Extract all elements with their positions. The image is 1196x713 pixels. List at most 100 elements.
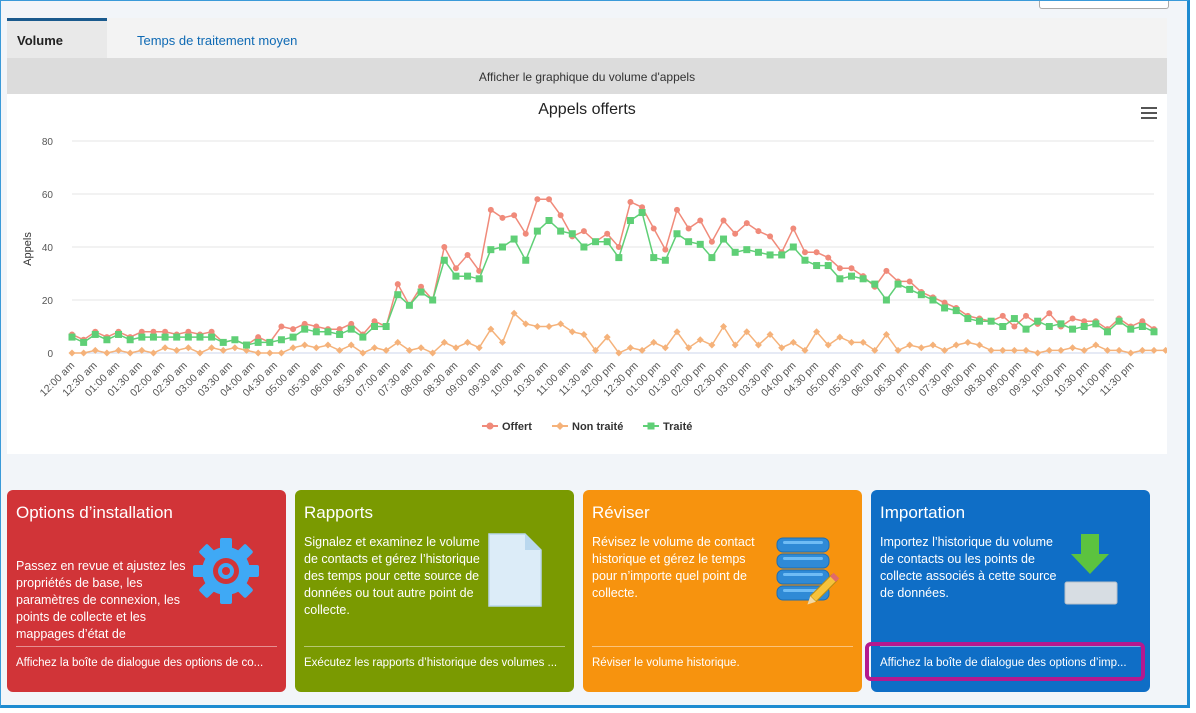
card-reports[interactable]: Rapports Signalez et examinez le volume … (295, 490, 574, 692)
data-point[interactable] (405, 346, 413, 354)
data-point[interactable] (708, 341, 716, 349)
data-point[interactable] (429, 349, 437, 357)
data-point[interactable] (1162, 346, 1167, 354)
data-point[interactable] (510, 235, 518, 243)
data-point[interactable] (347, 325, 355, 333)
data-point[interactable] (894, 280, 902, 288)
data-point[interactable] (1022, 346, 1030, 354)
data-point[interactable] (708, 254, 716, 262)
data-point[interactable] (987, 317, 995, 325)
data-point[interactable] (475, 344, 483, 352)
card-link[interactable]: Affichez la boîte de dialogue des option… (16, 657, 264, 669)
data-point[interactable] (255, 334, 262, 341)
data-point[interactable] (568, 328, 576, 336)
data-point[interactable] (359, 349, 367, 357)
data-point[interactable] (103, 349, 111, 357)
data-point[interactable] (999, 346, 1007, 354)
data-point[interactable] (545, 323, 553, 330)
data-point[interactable] (568, 230, 576, 238)
data-point[interactable] (301, 325, 309, 333)
card-link[interactable]: Affichez la boîte de dialogue des option… (880, 657, 1127, 669)
data-point[interactable] (498, 243, 506, 251)
data-point[interactable] (498, 338, 506, 346)
data-point[interactable] (394, 291, 402, 299)
data-point[interactable] (696, 240, 704, 248)
data-point[interactable] (161, 344, 169, 352)
data-point[interactable] (336, 326, 343, 333)
data-point[interactable] (1138, 323, 1146, 330)
data-point[interactable] (301, 320, 308, 327)
data-point[interactable] (91, 346, 99, 354)
data-point[interactable] (184, 344, 192, 352)
data-point[interactable] (767, 233, 774, 240)
data-point[interactable] (650, 225, 657, 232)
data-point[interactable] (522, 230, 529, 237)
data-point[interactable] (441, 244, 448, 250)
data-point[interactable] (813, 262, 821, 270)
data-point[interactable] (824, 262, 832, 270)
data-point[interactable] (370, 323, 378, 330)
data-point[interactable] (1115, 317, 1123, 325)
data-point[interactable] (685, 344, 693, 352)
legend-item[interactable]: Non traité (552, 421, 623, 433)
data-point[interactable] (417, 288, 425, 296)
data-point[interactable] (290, 326, 297, 333)
data-point[interactable] (522, 256, 530, 264)
data-point[interactable] (743, 220, 750, 227)
data-point[interactable] (324, 328, 332, 336)
data-point[interactable] (545, 217, 553, 224)
data-point[interactable] (732, 230, 739, 237)
data-point[interactable] (975, 341, 983, 349)
data-point[interactable] (673, 230, 681, 238)
data-point[interactable] (1080, 323, 1088, 330)
data-point[interactable] (929, 341, 937, 349)
data-point[interactable] (685, 225, 692, 232)
data-point[interactable] (789, 338, 797, 346)
data-point[interactable] (580, 243, 588, 251)
data-point[interactable] (475, 275, 483, 283)
data-point[interactable] (149, 333, 157, 341)
data-point[interactable] (370, 344, 378, 352)
data-point[interactable] (720, 323, 728, 330)
data-point[interactable] (1045, 346, 1053, 354)
data-point[interactable] (348, 320, 355, 327)
data-point[interactable] (126, 349, 134, 357)
data-point[interactable] (149, 349, 157, 357)
data-point[interactable] (801, 249, 808, 256)
data-point[interactable] (243, 341, 251, 349)
data-point[interactable] (1069, 325, 1077, 333)
data-point[interactable] (906, 278, 913, 285)
data-point[interactable] (359, 333, 367, 341)
data-point[interactable] (639, 204, 646, 211)
data-point[interactable] (987, 346, 995, 354)
data-point[interactable] (417, 344, 425, 352)
data-point[interactable] (219, 346, 227, 354)
data-point[interactable] (1080, 346, 1088, 354)
data-point[interactable] (277, 336, 285, 344)
data-point[interactable] (696, 336, 704, 344)
data-point[interactable] (1045, 323, 1053, 330)
data-point[interactable] (1034, 349, 1042, 357)
data-point[interactable] (418, 283, 425, 290)
data-point[interactable] (336, 330, 344, 338)
data-point[interactable] (382, 323, 390, 330)
data-point[interactable] (336, 346, 344, 354)
data-point[interactable] (592, 346, 600, 354)
data-point[interactable] (906, 341, 914, 349)
legend-item[interactable]: Offert (482, 421, 532, 433)
data-point[interactable] (952, 307, 960, 315)
data-point[interactable] (638, 209, 646, 217)
data-point[interactable] (289, 333, 297, 341)
data-point[interactable] (254, 338, 262, 346)
data-point[interactable] (825, 254, 832, 261)
data-point[interactable] (312, 344, 320, 352)
data-point[interactable] (999, 312, 1006, 319)
data-point[interactable] (103, 336, 111, 344)
data-point[interactable] (917, 344, 925, 352)
data-point[interactable] (126, 336, 134, 344)
card-link[interactable]: Exécutez les rapports d’historique des v… (304, 657, 558, 669)
data-point[interactable] (277, 349, 285, 357)
data-point[interactable] (533, 323, 541, 330)
data-point[interactable] (80, 338, 88, 346)
data-point[interactable] (476, 267, 483, 274)
